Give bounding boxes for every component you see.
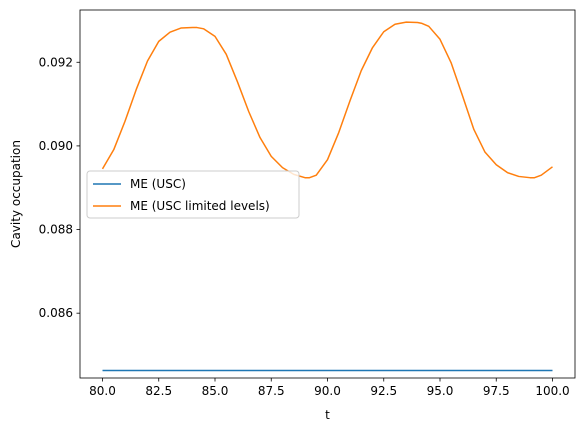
- x-tick-label: 92.5: [370, 384, 397, 398]
- x-tick-label: 87.5: [258, 384, 285, 398]
- x-axis-label: t: [325, 408, 330, 422]
- x-tick-label: 80.0: [89, 384, 116, 398]
- x-tick-label: 85.0: [202, 384, 229, 398]
- y-axis-label: Cavity occupation: [9, 140, 23, 248]
- x-tick-label: 100.0: [535, 384, 569, 398]
- x-tick-label: 97.5: [483, 384, 510, 398]
- y-tick-label: 0.088: [39, 223, 73, 237]
- ticks: 80.0 82.5 85.0 87.5 90.0 92.5 95.0 97.5 100.0 0.0…: [39, 55, 570, 398]
- legend: ME (USC) ME (USC limited levels): [86, 170, 300, 219]
- series-line-2: [101, 21, 553, 179]
- x-tick-label: 82.5: [145, 384, 172, 398]
- y-tick-label: 0.092: [39, 55, 73, 69]
- legend-label-2: ME (USC limited levels): [130, 199, 270, 213]
- plot-lines: [101, 21, 553, 372]
- y-tick-label: 0.086: [39, 306, 73, 320]
- y-tick-label: 0.090: [39, 139, 73, 153]
- x-tick-label: 90.0: [314, 384, 341, 398]
- legend-box: [86, 170, 300, 219]
- legend-label-1: ME (USC): [130, 177, 186, 191]
- x-tick-label: 95.0: [427, 384, 454, 398]
